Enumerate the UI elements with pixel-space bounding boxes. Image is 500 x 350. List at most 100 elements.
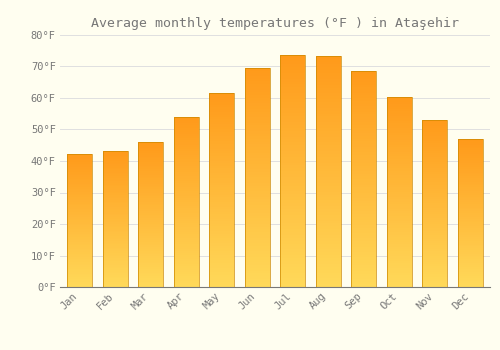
Bar: [352, 112, 376, 114]
Bar: [138, 211, 163, 213]
Bar: [210, 192, 234, 195]
Bar: [245, 73, 270, 76]
Bar: [138, 195, 163, 196]
Bar: [67, 234, 92, 235]
Bar: [458, 198, 483, 200]
Bar: [458, 268, 483, 271]
Bar: [422, 274, 448, 277]
Bar: [67, 279, 92, 280]
Bar: [422, 164, 448, 166]
Bar: [174, 206, 199, 208]
Bar: [210, 219, 234, 222]
Bar: [316, 197, 340, 200]
Bar: [67, 155, 92, 157]
Bar: [352, 109, 376, 112]
Bar: [387, 220, 412, 223]
Bar: [174, 215, 199, 217]
Bar: [245, 117, 270, 120]
Bar: [280, 250, 305, 252]
Bar: [210, 168, 234, 170]
Bar: [316, 244, 340, 246]
Bar: [245, 161, 270, 164]
Bar: [422, 195, 448, 197]
Bar: [245, 240, 270, 243]
Bar: [67, 209, 92, 210]
Bar: [67, 154, 92, 155]
Bar: [67, 194, 92, 195]
Bar: [280, 136, 305, 139]
Bar: [458, 147, 483, 148]
Bar: [245, 194, 270, 197]
Bar: [67, 285, 92, 287]
Bar: [174, 178, 199, 181]
Bar: [458, 186, 483, 187]
Bar: [245, 101, 270, 103]
Bar: [422, 158, 448, 160]
Bar: [102, 236, 128, 238]
Bar: [174, 253, 199, 255]
Bar: [210, 129, 234, 132]
Bar: [210, 185, 234, 187]
Bar: [316, 212, 340, 215]
Bar: [352, 179, 376, 182]
Bar: [316, 56, 340, 59]
Bar: [280, 70, 305, 73]
Bar: [102, 176, 128, 178]
Bar: [316, 180, 340, 183]
Bar: [102, 178, 128, 180]
Bar: [210, 158, 234, 161]
Bar: [422, 151, 448, 153]
Bar: [458, 245, 483, 246]
Bar: [138, 254, 163, 256]
Bar: [102, 267, 128, 268]
Bar: [280, 160, 305, 162]
Bar: [387, 133, 412, 135]
Bar: [138, 281, 163, 284]
Bar: [138, 202, 163, 204]
Bar: [174, 251, 199, 253]
Bar: [210, 183, 234, 185]
Bar: [210, 156, 234, 158]
Bar: [458, 233, 483, 235]
Bar: [458, 281, 483, 283]
Bar: [387, 123, 412, 126]
Bar: [210, 280, 234, 282]
Bar: [174, 132, 199, 134]
Bar: [316, 195, 340, 197]
Bar: [245, 175, 270, 177]
Bar: [245, 216, 270, 218]
Bar: [458, 178, 483, 180]
Bar: [174, 261, 199, 264]
Bar: [67, 162, 92, 164]
Bar: [102, 248, 128, 250]
Bar: [280, 241, 305, 244]
Bar: [138, 164, 163, 166]
Bar: [458, 232, 483, 233]
Bar: [67, 245, 92, 247]
Bar: [316, 160, 340, 163]
Bar: [316, 122, 340, 125]
Bar: [67, 219, 92, 220]
Bar: [245, 271, 270, 273]
Bar: [387, 171, 412, 173]
Bar: [422, 134, 448, 136]
Bar: [138, 256, 163, 258]
Bar: [102, 164, 128, 166]
Bar: [280, 142, 305, 145]
Bar: [280, 111, 305, 113]
Bar: [387, 126, 412, 128]
Bar: [280, 200, 305, 203]
Bar: [245, 213, 270, 216]
Bar: [102, 279, 128, 280]
Bar: [245, 183, 270, 186]
Bar: [245, 142, 270, 145]
Bar: [422, 132, 448, 134]
Bar: [458, 196, 483, 198]
Bar: [174, 198, 199, 200]
Bar: [387, 97, 412, 99]
Bar: [102, 258, 128, 260]
Bar: [67, 252, 92, 254]
Bar: [280, 93, 305, 96]
Bar: [138, 162, 163, 164]
Bar: [387, 278, 412, 280]
